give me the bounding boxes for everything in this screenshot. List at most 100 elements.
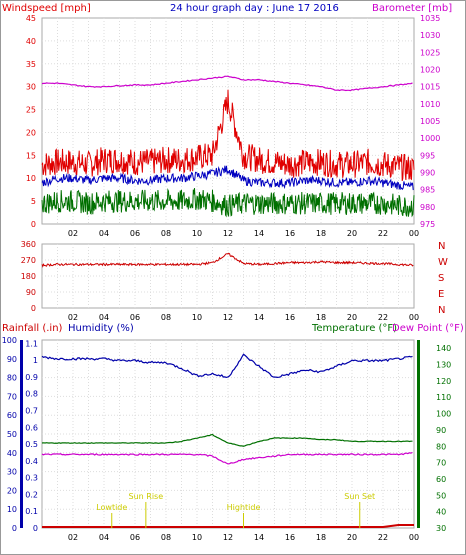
wind-panel-xtick: 04 — [99, 229, 109, 238]
wind-ytick: 5 — [31, 197, 36, 206]
humidity-ytick: 0.3 — [25, 474, 38, 483]
dir-panel-xtick: 16 — [285, 313, 295, 322]
rain-ytick: 90 — [7, 355, 17, 364]
baro-ytick: 995 — [420, 151, 435, 160]
wind-ytick: 30 — [26, 83, 36, 92]
wind-high-line — [41, 89, 415, 182]
baro-ytick: 1010 — [420, 100, 440, 109]
dir-panel-xtick: 12 — [223, 313, 233, 322]
dir-ytick: 90 — [26, 288, 36, 297]
rain-ytick: 20 — [7, 486, 17, 495]
climate-panel-xtick: 20 — [347, 533, 357, 542]
annotation-label: Lowtide — [96, 503, 127, 512]
compass-label: N — [438, 305, 445, 316]
baro-ytick: 1020 — [420, 66, 440, 75]
temp-ytick: 110 — [436, 393, 451, 402]
compass-label: W — [438, 257, 448, 268]
humidity-axis-label: Humidity (%) — [68, 323, 134, 334]
temp-ytick: 90 — [436, 426, 446, 435]
baro-ytick: 1030 — [420, 31, 440, 40]
dir-ytick: 270 — [21, 256, 36, 265]
wind-ytick: 15 — [26, 151, 36, 160]
climate-panel-xtick: 18 — [316, 533, 326, 542]
wind-avg-line — [41, 165, 414, 191]
dir-panel-xtick: 18 — [316, 313, 326, 322]
baro-ytick: 985 — [420, 186, 435, 195]
dir-ytick: 180 — [21, 272, 36, 281]
temp-ytick: 120 — [436, 377, 451, 386]
climate-panel-xtick: 08 — [161, 533, 171, 542]
wind-panel-xtick: 14 — [254, 229, 264, 238]
dewpoint-line — [41, 451, 413, 465]
climate-panel-xtick: 16 — [285, 533, 295, 542]
chart-panels: 0510152025303540459759809859909951000100… — [2, 14, 452, 542]
dir-panel-xtick: 20 — [347, 313, 357, 322]
humidity-ytick: 0.6 — [25, 423, 38, 432]
humidity-ytick: 1 — [33, 356, 38, 365]
wind-panel-xtick: 18 — [316, 229, 326, 238]
rain-ytick: 60 — [7, 411, 17, 420]
compass-label: E — [438, 289, 444, 300]
humidity-ytick: 0 — [33, 524, 38, 533]
baro-axis-label: Barometer [mb] — [372, 3, 452, 14]
temp-axis-label: Temperature (°F) — [311, 323, 397, 334]
dir-panel-xtick: 08 — [161, 313, 171, 322]
temp-ytick: 50 — [436, 491, 446, 500]
baro-ytick: 1000 — [420, 134, 440, 143]
wind-panel-xtick: 02 — [68, 229, 78, 238]
humidity-ytick: 0.2 — [25, 490, 38, 499]
wind-panel-xtick: 20 — [347, 229, 357, 238]
dir-panel-xtick: 22 — [378, 313, 388, 322]
temperature-line — [41, 433, 413, 447]
baro-ytick: 980 — [420, 203, 435, 212]
dir-panel-xtick: 04 — [99, 313, 109, 322]
baro-ytick: 990 — [420, 169, 435, 178]
temp-ytick: 130 — [436, 361, 451, 370]
dir-panel-xtick: 02 — [68, 313, 78, 322]
wind-ytick: 40 — [26, 37, 36, 46]
temp-ytick: 70 — [436, 459, 446, 468]
wind-axis-label: Windspeed [mph] — [2, 3, 91, 14]
climate-panel-xtick: 04 — [99, 533, 109, 542]
humidity-ytick: 0.7 — [25, 407, 38, 416]
rain-ytick: 0 — [12, 524, 17, 533]
humidity-line — [41, 353, 413, 379]
dir-ytick: 0 — [31, 304, 36, 313]
baro-ytick: 1035 — [420, 14, 440, 23]
wind-panel-xtick: 16 — [285, 229, 295, 238]
temp-ytick: 30 — [436, 524, 446, 533]
temp-ytick: 100 — [436, 410, 451, 419]
wind-panel-xtick: 08 — [161, 229, 171, 238]
wind-panel-xtick: 12 — [223, 229, 233, 238]
temp-ytick: 40 — [436, 508, 446, 517]
climate-panel-xtick: 12 — [223, 533, 233, 542]
wind-panel-xtick: 06 — [130, 229, 140, 238]
compass-label: N — [438, 241, 445, 252]
baro-ytick: 1015 — [420, 83, 440, 92]
dir-panel-xtick: 00 — [409, 313, 419, 322]
annotation-label: Hightide — [227, 503, 261, 512]
climate-panel-xtick: 00 — [409, 533, 419, 542]
wind-ytick: 45 — [26, 14, 36, 23]
rain-ytick: 50 — [7, 430, 17, 439]
dir-panel-xtick: 10 — [192, 313, 202, 322]
humidity-ytick: 0.1 — [25, 507, 38, 516]
barometer-line — [41, 75, 413, 92]
rain-ytick: 100 — [2, 336, 17, 345]
dir-panel-xtick: 14 — [254, 313, 264, 322]
rain-axis-label: Rainfall (.in) — [2, 323, 63, 334]
wind-panel-xtick: 10 — [192, 229, 202, 238]
rain-ytick: 40 — [7, 449, 17, 458]
rain-ytick: 80 — [7, 374, 17, 383]
temp-ytick: 60 — [436, 475, 446, 484]
dir-ytick: 360 — [21, 240, 36, 249]
rain-ytick: 70 — [7, 392, 17, 401]
wind-ytick: 25 — [26, 106, 36, 115]
climate-panel-xtick: 10 — [192, 533, 202, 542]
climate-panel-xtick: 22 — [378, 533, 388, 542]
climate-panel-xtick: 14 — [254, 533, 264, 542]
baro-ytick: 1005 — [420, 117, 440, 126]
humidity-ytick: 1.1 — [25, 339, 38, 348]
humidity-ytick: 0.8 — [25, 390, 38, 399]
